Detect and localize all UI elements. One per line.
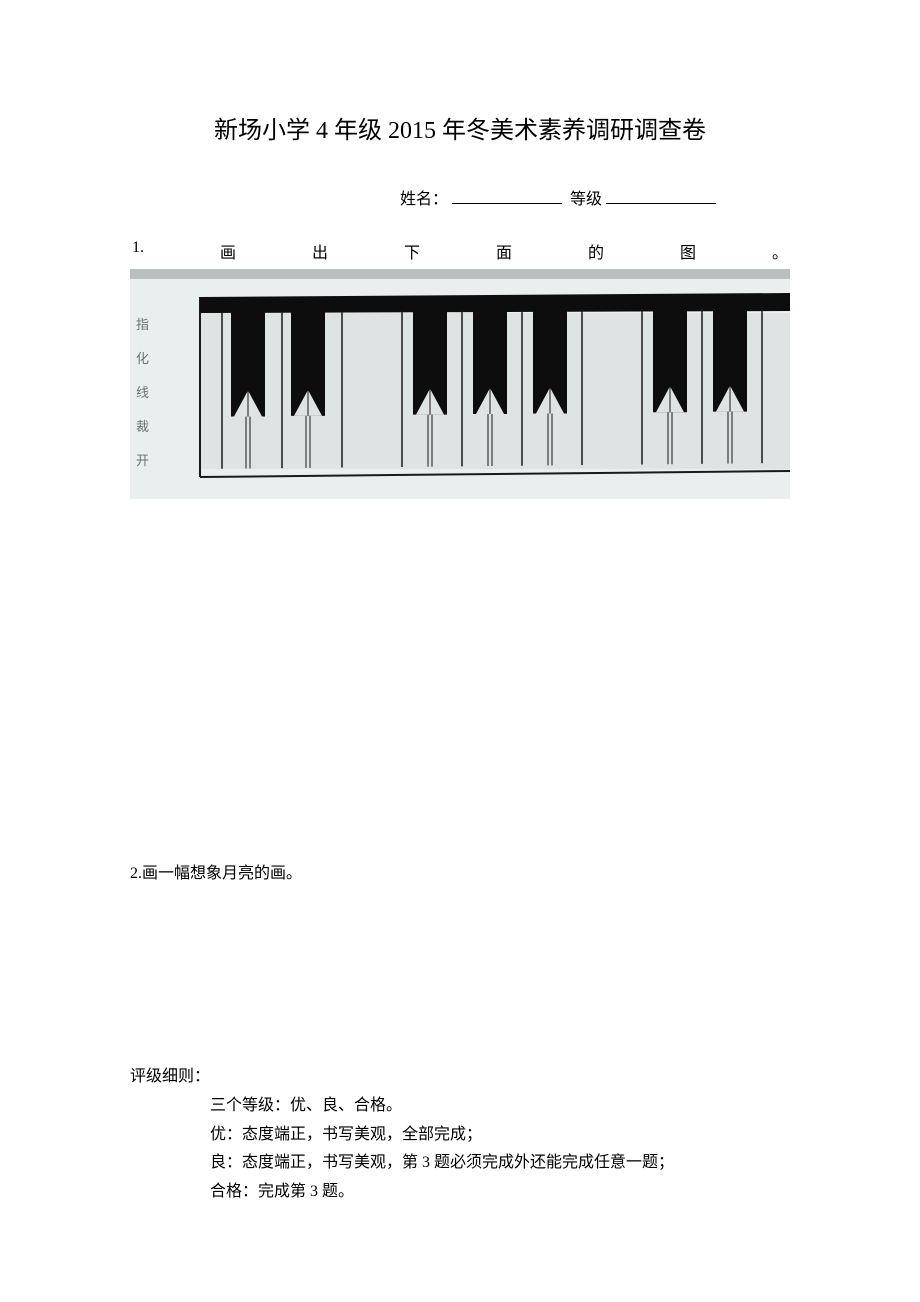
grading-line: 三个等级：优、良、合格。	[130, 1092, 790, 1121]
grading-line: 优：态度端正，书写美观，全部完成；	[130, 1121, 790, 1150]
svg-text:开: 开	[136, 453, 149, 468]
svg-text:裁: 裁	[136, 419, 149, 434]
grading-line: 良：态度端正，书写美观，第 3 题必须完成外还能完成任意一题；	[130, 1149, 790, 1178]
piano-image: 指化线裁开	[130, 269, 790, 499]
q1-char: 下	[404, 239, 420, 263]
svg-text:化: 化	[136, 351, 149, 366]
name-input-line[interactable]	[452, 186, 562, 204]
grading-rules: 评级细则： 三个等级：优、良、合格。 优：态度端正，书写美观，全部完成； 良：态…	[130, 1063, 790, 1207]
name-label: 姓名：	[400, 191, 448, 208]
grade-label: 等级	[570, 191, 602, 208]
question-2: 2.画一幅想象月亮的画。	[130, 859, 790, 883]
grading-line: 合格：完成第 3 题。	[130, 1178, 790, 1207]
q1-index: 1.	[132, 239, 144, 263]
q1-char: 画	[220, 239, 236, 263]
page-title: 新场小学 4 年级 2015 年冬美术素养调研调查卷	[130, 110, 790, 145]
q1-char: 图	[680, 239, 696, 263]
svg-text:指: 指	[136, 317, 149, 332]
q1-char: 出	[312, 239, 328, 263]
name-line: 姓名： 等级	[130, 185, 790, 209]
grading-header: 评级细则：	[130, 1063, 790, 1092]
q1-char: 。	[772, 239, 788, 263]
question-1-line: 1. 画 出 下 面 的 图 。	[130, 239, 790, 263]
svg-text:线: 线	[136, 385, 149, 400]
q1-char: 面	[496, 239, 512, 263]
q1-char: 的	[588, 239, 604, 263]
grade-input-line[interactable]	[606, 186, 716, 204]
